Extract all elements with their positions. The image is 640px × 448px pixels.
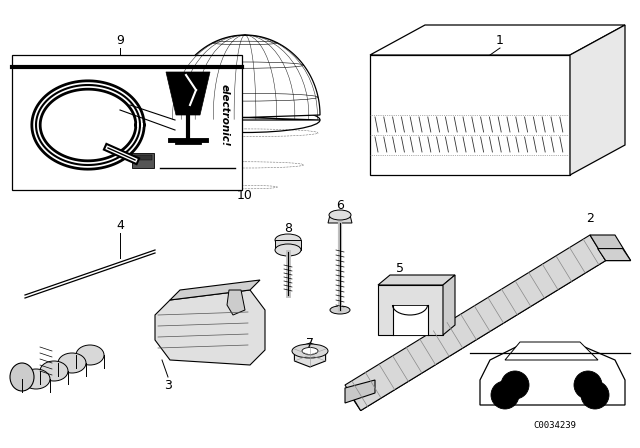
Polygon shape xyxy=(275,240,301,250)
Polygon shape xyxy=(345,380,375,403)
Circle shape xyxy=(501,371,529,399)
Polygon shape xyxy=(132,153,154,168)
Polygon shape xyxy=(443,275,455,335)
Text: 6: 6 xyxy=(336,198,344,211)
Polygon shape xyxy=(378,275,455,285)
Ellipse shape xyxy=(275,234,301,246)
Polygon shape xyxy=(505,342,598,360)
Text: 7: 7 xyxy=(306,336,314,349)
Ellipse shape xyxy=(275,244,301,256)
Ellipse shape xyxy=(58,353,86,373)
Polygon shape xyxy=(480,345,625,405)
Text: 5: 5 xyxy=(396,262,404,275)
Ellipse shape xyxy=(76,345,104,365)
Polygon shape xyxy=(328,215,352,223)
Polygon shape xyxy=(170,280,260,300)
Polygon shape xyxy=(378,285,443,335)
Polygon shape xyxy=(134,155,152,160)
Text: 9: 9 xyxy=(116,34,124,47)
Polygon shape xyxy=(166,72,210,115)
Polygon shape xyxy=(598,249,630,261)
Ellipse shape xyxy=(22,369,50,389)
Ellipse shape xyxy=(292,344,328,358)
Circle shape xyxy=(581,381,609,409)
Circle shape xyxy=(574,371,602,399)
Polygon shape xyxy=(12,55,242,190)
Polygon shape xyxy=(227,290,245,315)
Text: 8: 8 xyxy=(284,221,292,234)
Text: C0034239: C0034239 xyxy=(534,421,577,430)
Ellipse shape xyxy=(10,363,34,391)
Ellipse shape xyxy=(170,108,320,133)
Text: 10: 10 xyxy=(237,189,253,202)
Polygon shape xyxy=(345,235,605,410)
Text: 4: 4 xyxy=(116,219,124,232)
Text: 2: 2 xyxy=(586,211,594,224)
Polygon shape xyxy=(155,290,265,365)
Polygon shape xyxy=(393,305,428,335)
Polygon shape xyxy=(353,249,605,410)
Ellipse shape xyxy=(329,210,351,220)
Polygon shape xyxy=(370,55,570,175)
Text: electronic!: electronic! xyxy=(220,84,230,146)
Ellipse shape xyxy=(302,348,318,354)
Polygon shape xyxy=(170,35,320,120)
Polygon shape xyxy=(294,343,326,367)
Text: 3: 3 xyxy=(164,379,172,392)
Circle shape xyxy=(491,381,519,409)
Ellipse shape xyxy=(40,361,68,381)
Text: 1: 1 xyxy=(496,34,504,47)
Polygon shape xyxy=(590,235,630,261)
Polygon shape xyxy=(570,25,625,175)
Ellipse shape xyxy=(330,306,350,314)
Polygon shape xyxy=(370,25,625,55)
